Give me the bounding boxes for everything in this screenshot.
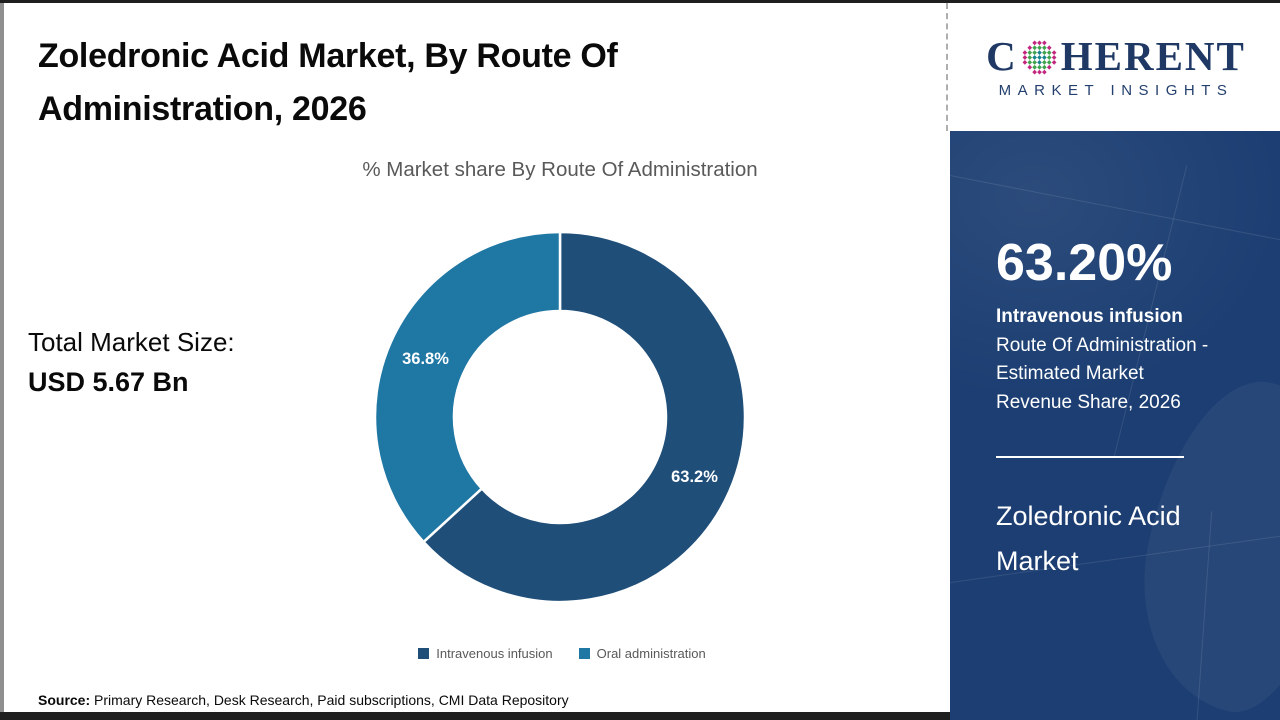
- chart-legend: Intravenous infusion Oral administration: [212, 646, 912, 661]
- logo-letter-c: C: [986, 32, 1018, 79]
- donut-data-label: 63.2%: [671, 468, 718, 486]
- donut-slice-intravenous-infusion: [421, 230, 747, 604]
- map-texture: [950, 131, 1280, 431]
- source-line: Source: Primary Research, Desk Research,…: [38, 692, 569, 708]
- highlight-side-panel: 63.20% Intravenous infusion Route Of Adm…: [950, 131, 1280, 720]
- donut-chart: 63.2% 36.8%: [370, 227, 750, 607]
- panel-report-title: Zoledronic Acid Market: [996, 501, 1181, 577]
- page-title: Zoledronic Acid Market, By Route Of Admi…: [38, 37, 618, 128]
- legend-label: Intravenous infusion: [436, 646, 553, 661]
- donut-slice-oral-administration: [373, 230, 562, 544]
- source-text: Primary Research, Desk Research, Paid su…: [90, 692, 569, 708]
- donut-data-label: 36.8%: [402, 350, 449, 368]
- legend-label: Oral administration: [596, 646, 706, 661]
- logo-wordmark: C HERENT: [986, 32, 1246, 79]
- panel-highlight-value: 63.20%: [996, 234, 1173, 292]
- dashed-divider: [946, 3, 948, 131]
- legend-swatch: [418, 648, 430, 659]
- panel-divider-line: [996, 456, 1184, 459]
- total-market-size-label: Total Market Size:: [28, 327, 235, 357]
- chart-title: % Market share By Route Of Administratio…: [362, 158, 758, 181]
- bottom-border-bar: [0, 712, 950, 720]
- source-label: Source:: [38, 692, 91, 708]
- top-border: [0, 0, 1280, 3]
- logo-tagline: MARKET INSIGHTS: [998, 81, 1234, 99]
- panel-description: Route Of Administration - Estimated Mark…: [996, 334, 1209, 414]
- total-market-size-value: USD 5.67 Bn: [28, 366, 189, 397]
- legend-swatch: [578, 648, 590, 659]
- dotted-globe-icon: [1022, 40, 1057, 74]
- logo-letters-rest: HERENT: [1060, 32, 1246, 79]
- legend-item: Intravenous infusion: [418, 646, 553, 661]
- total-market-size: Total Market Size: USD 5.67 Bn: [28, 324, 235, 402]
- company-logo: C HERENT MARKET INSIGHTS: [952, 3, 1280, 131]
- panel-content: 63.20% Intravenous infusion Route Of Adm…: [950, 131, 1280, 585]
- panel-segment-name: Intravenous infusion: [996, 306, 1183, 327]
- left-border: [0, 3, 4, 712]
- legend-item: Oral administration: [578, 646, 706, 661]
